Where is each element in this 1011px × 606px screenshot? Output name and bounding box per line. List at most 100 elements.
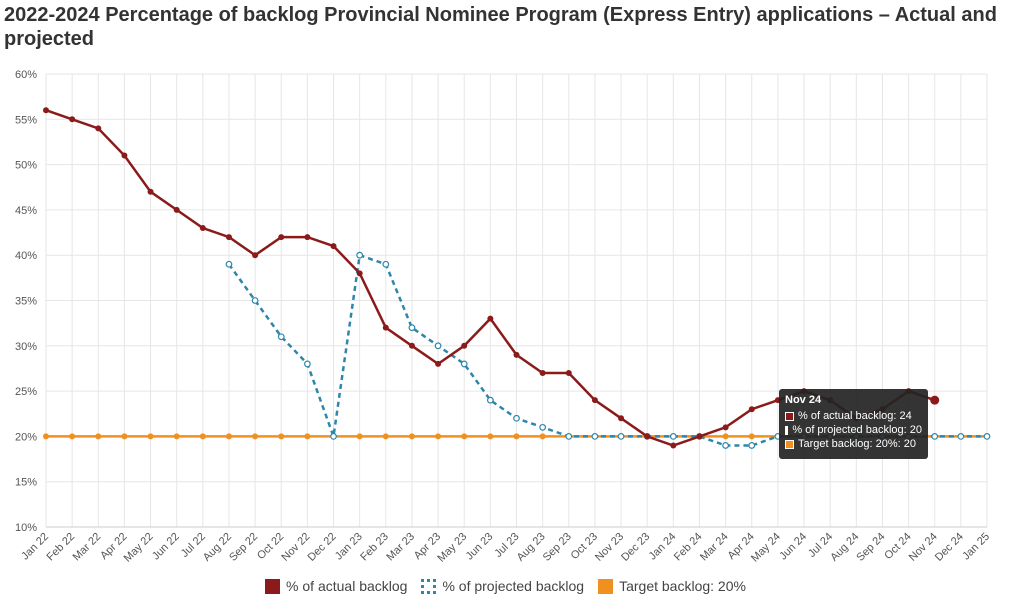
chart-title: 2022-2024 Percentage of backlog Provinci… xyxy=(4,4,997,50)
y-tick-label: 30% xyxy=(15,341,37,353)
actual-point xyxy=(461,342,468,349)
x-tick-label: Mar 23 xyxy=(384,531,417,564)
projected-point xyxy=(356,251,364,259)
actual-point xyxy=(435,360,442,367)
y-tick-label: 20% xyxy=(15,431,37,443)
legend-item-projected[interactable]: % of projected backlog xyxy=(421,578,584,594)
x-tick-label: Feb 23 xyxy=(358,531,391,564)
target-point xyxy=(199,433,206,440)
target-point xyxy=(513,433,520,440)
target-point xyxy=(435,433,442,440)
projected-point xyxy=(957,433,965,440)
actual-point xyxy=(199,225,206,232)
actual-point xyxy=(278,234,285,241)
projected-point xyxy=(408,324,416,332)
x-tick-label: Dec 23 xyxy=(619,531,652,564)
projected-point xyxy=(748,442,756,449)
target-point xyxy=(225,433,232,440)
legend-item-target[interactable]: Target backlog: 20% xyxy=(598,578,746,594)
target-point xyxy=(382,433,389,440)
legend-label-actual: % of actual backlog xyxy=(286,578,408,594)
x-tick-label: Jan 25 xyxy=(960,531,992,563)
projected-point xyxy=(565,433,573,440)
tooltip-row-actual: % of actual backlog: 24 xyxy=(785,410,922,422)
legend-label-target: Target backlog: 20% xyxy=(619,578,746,594)
target-point xyxy=(487,433,494,440)
target-point xyxy=(147,433,154,440)
tooltip-swatch-actual xyxy=(785,411,794,421)
target-point xyxy=(252,433,259,440)
target-point xyxy=(539,433,546,440)
x-tick-label: May 22 xyxy=(122,531,156,565)
target-point xyxy=(748,433,755,440)
x-tick-label: Sep 22 xyxy=(227,531,260,564)
actual-point xyxy=(565,369,572,376)
y-tick-label: 45% xyxy=(15,205,37,217)
actual-point xyxy=(147,188,154,195)
y-tick-label: 60% xyxy=(15,69,37,81)
y-tick-label: 10% xyxy=(15,522,37,534)
projected-point xyxy=(931,433,939,440)
projected-point xyxy=(225,260,233,268)
y-tick-label: 40% xyxy=(15,250,37,262)
x-tick-label: Aug 23 xyxy=(515,531,548,564)
target-point xyxy=(722,433,729,440)
legend-item-actual[interactable]: % of actual backlog xyxy=(265,578,407,594)
y-tick-label: 25% xyxy=(15,386,37,398)
actual-point xyxy=(539,369,546,376)
x-tick-label: May 23 xyxy=(435,531,469,565)
projected-point xyxy=(591,433,599,440)
x-tick-label: Jun 24 xyxy=(777,531,809,563)
actual-point xyxy=(382,324,389,331)
actual-point xyxy=(487,315,494,322)
actual-point xyxy=(930,395,940,405)
actual-point xyxy=(670,442,677,449)
legend-swatch-projected xyxy=(421,578,437,594)
actual-point xyxy=(722,424,729,431)
target-point xyxy=(304,433,311,440)
target-point xyxy=(461,433,468,440)
x-tick-label: May 24 xyxy=(749,531,783,565)
hover-tooltip: Nov 24 % of actual backlog: 24 % of proj… xyxy=(779,389,928,459)
tooltip-text-target: Target backlog: 20%: 20 xyxy=(798,438,917,450)
target-point xyxy=(121,433,128,440)
target-point xyxy=(278,433,285,440)
tooltip-swatch-projected xyxy=(785,425,789,435)
actual-point xyxy=(252,252,259,259)
legend-label-projected: % of projected backlog xyxy=(442,578,585,594)
x-tick-label: Aug 24 xyxy=(828,531,861,564)
actual-point xyxy=(696,433,703,440)
x-tick-label: Sep 23 xyxy=(541,531,574,564)
target-point xyxy=(95,433,102,440)
actual-point xyxy=(121,152,128,159)
actual-point xyxy=(304,234,311,241)
projected-point xyxy=(303,360,311,368)
actual-point xyxy=(173,206,180,213)
tooltip-row-target: Target backlog: 20%: 20 xyxy=(785,438,922,450)
actual-point xyxy=(225,234,232,241)
actual-point xyxy=(618,415,625,422)
projected-point xyxy=(983,433,991,440)
target-point xyxy=(43,433,49,440)
y-tick-label: 15% xyxy=(15,477,37,489)
x-tick-label: Jun 23 xyxy=(464,531,496,563)
x-tick-label: Nov 24 xyxy=(907,531,940,564)
x-tick-label: Mar 24 xyxy=(698,531,731,564)
tooltip-text-projected: % of projected backlog: 20 xyxy=(792,424,922,436)
x-tick-label: Nov 22 xyxy=(279,531,312,564)
x-tick-label: Jun 22 xyxy=(150,531,182,563)
y-tick-label: 35% xyxy=(15,296,37,308)
actual-point xyxy=(95,125,102,132)
x-tick-label: Mar 22 xyxy=(71,531,104,564)
tooltip-text-actual: % of actual backlog: 24 xyxy=(798,410,912,422)
y-tick-label: 55% xyxy=(15,114,37,126)
y-tick-label: 50% xyxy=(15,160,37,172)
grid xyxy=(45,73,988,528)
target-point xyxy=(69,433,76,440)
x-tick-label: Aug 22 xyxy=(201,531,234,564)
target-point xyxy=(356,433,363,440)
projected-point xyxy=(277,333,285,341)
actual-point xyxy=(356,270,363,277)
